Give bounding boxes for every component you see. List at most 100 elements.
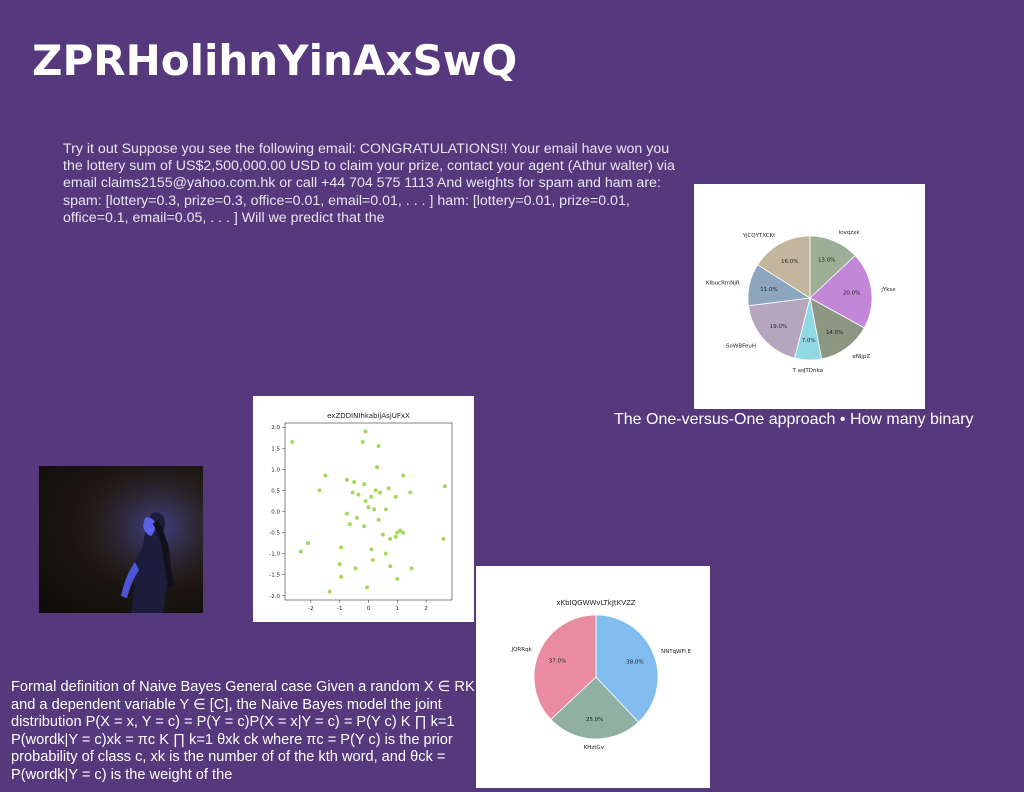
pie-chart-1: lovqzxk 13.0% jYksx 20.0% eNIjpZ 14.0% T asJTD…: [694, 184, 925, 409]
pie-value-label: 16.0%: [781, 259, 798, 265]
y-tick-label: -1.5: [269, 573, 280, 579]
scatter-point: [373, 488, 378, 493]
plot-frame: [284, 422, 453, 601]
pie-slice: [595, 614, 659, 723]
scatter-point: [369, 494, 374, 499]
pie-title: xKbIQGWWvLTkJtKVZZ: [556, 599, 635, 607]
body-text-email-example: Try it out Suppose you see the following…: [63, 141, 675, 226]
scatter-point: [354, 515, 359, 520]
scatter-chart-svg: exZDDINIhkabijAsjUFxX -2 -1 0 1 2 2.0 1.5 1.0 0.5…: [269, 412, 453, 612]
pie-value-label: 14.0%: [826, 330, 843, 336]
y-tick-label: 0.5: [271, 488, 280, 494]
scatter-point: [370, 557, 375, 562]
pie-chart-2-svg: xKbIQGWWvLTkJtKVZZ NNTqWFi E 38.0% KHztGv 25…: [510, 599, 692, 751]
scatter-point: [360, 439, 365, 444]
scatter-point: [353, 566, 358, 571]
scatter-title: exZDDINIhkabijAsjUFxX: [327, 412, 410, 420]
scatter-point: [393, 494, 398, 499]
scatter-point: [339, 574, 344, 579]
scatter-point: [337, 562, 342, 567]
pie-label: KHztGv: [584, 745, 605, 751]
scatter-point: [290, 439, 295, 444]
x-tick-label: -1: [337, 606, 342, 612]
scatter-point: [442, 484, 447, 489]
scatter-point: [395, 530, 400, 535]
pie-slice: [748, 297, 811, 359]
scatter-point: [352, 480, 357, 484]
scatter-point: [344, 511, 349, 516]
photo-woman-silhouette: [39, 466, 203, 613]
pie-label: NNTqWFi E: [661, 649, 692, 655]
pie-label: SoWBFeuH: [726, 344, 756, 350]
scatter-point: [393, 534, 398, 539]
x-tick-label: 1: [396, 606, 400, 612]
scatter-point: [339, 545, 344, 550]
pie-label: lovqzxk: [839, 230, 861, 236]
scatter-point: [375, 465, 380, 470]
pie-value-label: 37.0%: [549, 658, 566, 664]
scatter-point: [317, 488, 322, 493]
scatter-point: [388, 536, 393, 541]
x-tick-label: 0: [367, 606, 371, 612]
scatter-point: [363, 429, 368, 434]
pie-chart-1-svg: lovqzxk 13.0% jYksx 20.0% eNIjpZ 14.0% T asJTD…: [706, 230, 897, 374]
scatter-point: [376, 517, 381, 522]
scatter-point: [323, 473, 328, 478]
y-tick-label: 1.5: [271, 446, 280, 452]
scatter-point: [395, 576, 400, 581]
caption-one-vs-one: The One-versus-One approach • How many b…: [614, 411, 974, 428]
pie-chart-2: xKbIQGWWvLTkJtKVZZ NNTqWFi E 38.0% KHztGv 25…: [476, 566, 710, 788]
pie-value-label: 11.0%: [760, 287, 777, 293]
pie-slice: [533, 614, 597, 721]
y-tick-label: 0.0: [271, 510, 280, 516]
scatter-point: [356, 492, 361, 497]
scatter-point: [362, 524, 367, 529]
y-tick-label: -1.0: [269, 552, 280, 558]
scatter-point: [398, 528, 403, 533]
scatter-point: [347, 522, 352, 527]
y-tick-label: -0.5: [269, 531, 280, 537]
scatter-point: [409, 566, 414, 571]
pie-value-label: 19.0%: [770, 324, 787, 330]
y-tick-label: -2.0: [269, 594, 280, 600]
pie-label: eNIjpZ: [852, 354, 870, 360]
pie-slice: [809, 297, 865, 360]
scatter-point: [386, 486, 391, 491]
pie-label: jYksx: [880, 287, 896, 293]
scatter-point: [369, 547, 374, 552]
scatter-point: [401, 530, 406, 535]
scatter-point: [408, 490, 413, 495]
scatter-point: [376, 444, 381, 449]
scatter-point: [383, 551, 388, 556]
scatter-point: [365, 585, 370, 590]
pie-label: YjCQYTXCKt: [742, 233, 777, 239]
scatter-point: [372, 507, 377, 512]
pie-slice: [809, 254, 873, 329]
scatter-point: [388, 564, 393, 569]
x-tick-label: 2: [424, 606, 428, 612]
body-text-naive-bayes: Formal definition of Naive Bayes General…: [11, 679, 475, 783]
pie-value-label: 38.0%: [626, 660, 643, 666]
scatter-point: [350, 490, 355, 495]
scatter-point: [344, 477, 349, 482]
scatter-point: [327, 589, 332, 594]
pie-value-label: 7.0%: [802, 338, 816, 344]
slide-title: ZPRHolihnYinAxSwQ: [32, 36, 518, 85]
y-tick-label: 1.0: [271, 467, 280, 473]
scatter-point: [298, 549, 303, 554]
pie-value-label: 20.0%: [843, 291, 860, 297]
scatter-point: [441, 536, 446, 541]
scatter-point: [366, 505, 371, 510]
scatter-point: [363, 498, 368, 503]
scatter-chart: exZDDINIhkabijAsjUFxX -2 -1 0 1 2 2.0 1.5 1.0 0.5…: [253, 396, 474, 622]
scatter-point: [378, 490, 383, 495]
scatter-point: [401, 473, 406, 478]
pie-slice: [757, 235, 811, 299]
scatter-point: [380, 532, 385, 537]
pie-label: T asJTDnka: [791, 368, 823, 374]
pie-slice: [550, 676, 640, 740]
pie-value-label: 13.0%: [818, 257, 835, 263]
scatter-point: [306, 541, 311, 546]
pie-label: KIbucRmNjR: [706, 280, 740, 286]
scatter-point: [362, 482, 367, 487]
